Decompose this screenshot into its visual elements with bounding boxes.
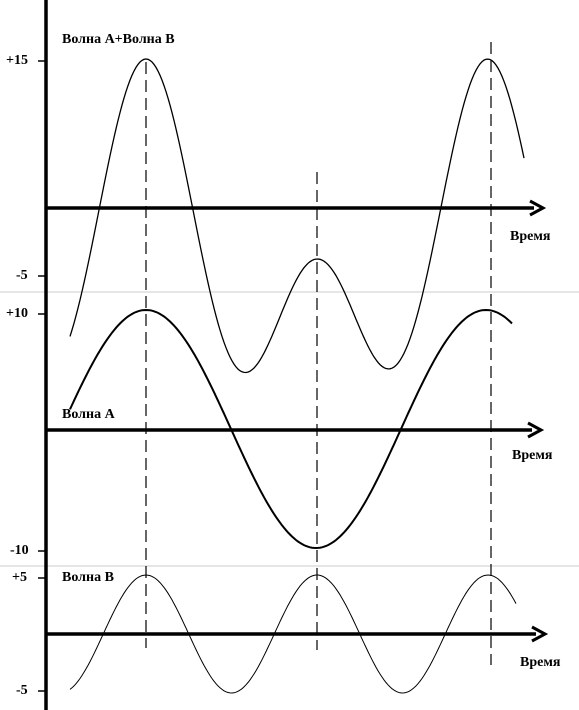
- tick-label: +5: [12, 570, 27, 585]
- tick-label: -5: [16, 683, 28, 698]
- arrow: [527, 421, 545, 439]
- wave-curve: [69, 574, 517, 694]
- axis-label: Время: [520, 655, 561, 670]
- wave-curve: [69, 308, 513, 550]
- panel-label: Волна В: [62, 570, 114, 585]
- axis-label: Время: [512, 448, 553, 463]
- arrow: [529, 199, 547, 217]
- panel-label: Волна А: [62, 407, 116, 422]
- tick-label: +15: [6, 53, 28, 68]
- axis-label: Время: [510, 229, 551, 244]
- panel-label: Волна А+Волна В: [62, 32, 175, 47]
- wave-curve: [69, 58, 525, 374]
- tick-label: -10: [10, 543, 29, 558]
- arrow: [531, 625, 549, 643]
- tick-label: +10: [6, 306, 28, 321]
- tick-label: -5: [16, 268, 28, 283]
